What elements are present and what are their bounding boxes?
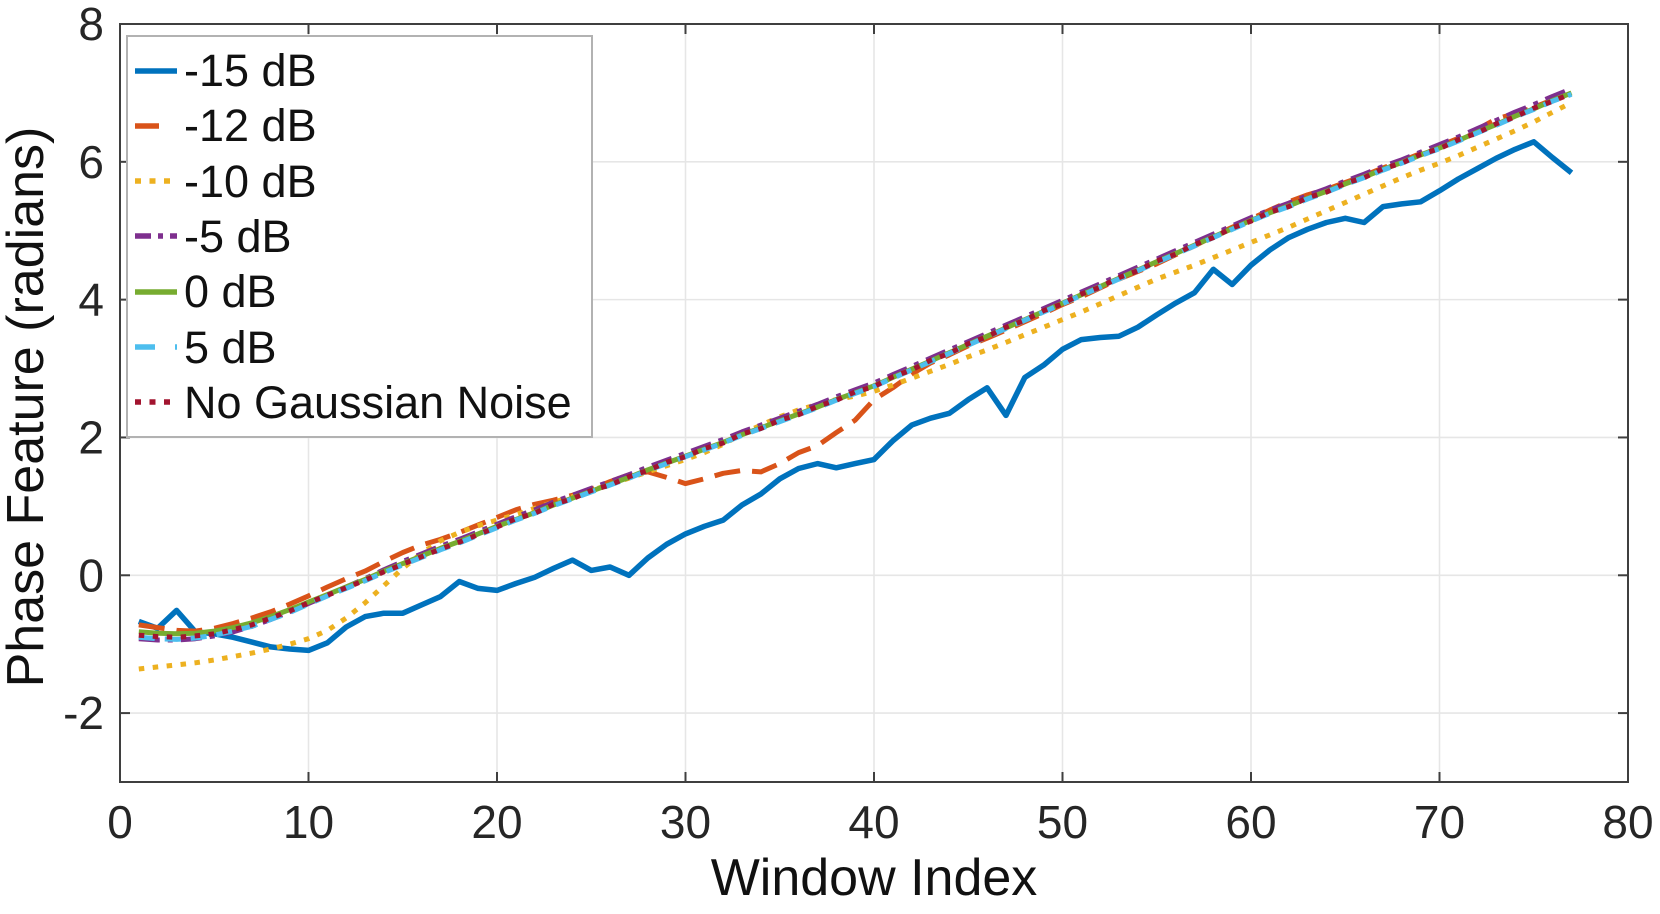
y-tick-label: 0 <box>78 549 104 601</box>
x-axis-label: Window Index <box>710 849 1038 907</box>
legend-item-1: -12 dB <box>134 101 591 151</box>
legend-label: No Gaussian Noise <box>184 376 572 428</box>
legend-label: -5 dB <box>184 210 292 262</box>
legend-label: -12 dB <box>184 100 317 152</box>
y-tick-label: -2 <box>63 687 104 739</box>
series-line-3 <box>138 86 1573 643</box>
y-tick-label: 8 <box>78 0 104 50</box>
legend-item-2: -10 dB <box>134 156 591 206</box>
y-axis-label: Phase Feature (radians) <box>0 126 55 688</box>
legend-item-3: -5 dB <box>134 211 591 261</box>
x-tick-label: 70 <box>1414 796 1465 848</box>
y-tick-label: 2 <box>78 411 104 463</box>
legend-line-sample <box>135 178 177 184</box>
legend-item-0: -15 dB <box>134 46 591 96</box>
legend-item-4: 0 dB <box>134 267 591 317</box>
legend-item-5: 5 dB <box>134 322 591 372</box>
legend-line-sample <box>135 67 177 74</box>
legend-line-sample <box>135 399 177 406</box>
series-line-0 <box>137 139 1574 654</box>
x-tick-label: 30 <box>660 796 711 848</box>
y-tick-label: 4 <box>78 274 104 326</box>
legend-item-6: No Gaussian Noise <box>134 377 591 427</box>
legend-label: 0 dB <box>184 266 277 318</box>
x-tick-label: 50 <box>1037 796 1088 848</box>
legend-line-sample <box>135 344 177 350</box>
y-tick-label: 6 <box>78 136 104 188</box>
x-tick-label: 80 <box>1602 796 1653 848</box>
x-tick-label: 10 <box>283 796 334 848</box>
x-tick-label: 60 <box>1225 796 1276 848</box>
x-tick-label: 0 <box>107 796 133 848</box>
legend-line-sample <box>135 233 177 240</box>
x-tick-label: 40 <box>848 796 899 848</box>
series-line-2 <box>138 100 1573 672</box>
legend-label: 5 dB <box>184 321 277 373</box>
x-tick-label: 20 <box>471 796 522 848</box>
legend: -15 dB -12 dB -10 dB -5 dB 0 dB 5 dB No Gaussi… <box>126 35 593 438</box>
legend-label: -10 dB <box>184 155 317 207</box>
legend-line-sample <box>135 123 177 129</box>
legend-line-sample <box>135 289 177 295</box>
legend-label: -15 dB <box>184 45 317 97</box>
